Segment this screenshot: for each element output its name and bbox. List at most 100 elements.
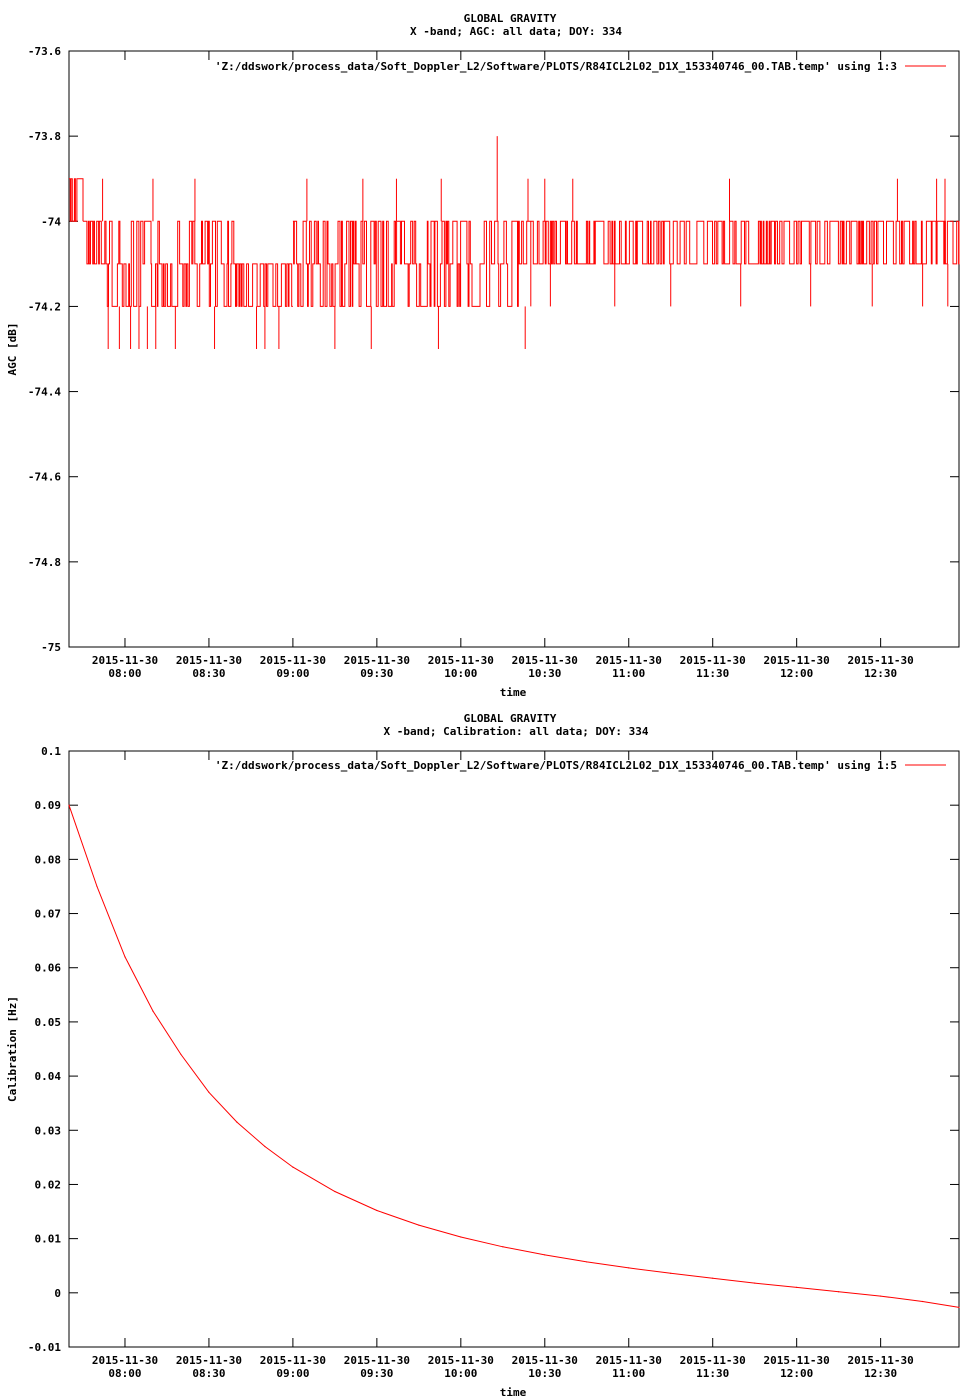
data-point <box>292 1166 294 1168</box>
x-tick-label-date: 2015-11-30 <box>260 1354 326 1367</box>
y-tick-label: 0.01 <box>35 1233 62 1246</box>
data-point <box>376 1209 378 1212</box>
data-point <box>418 1224 420 1226</box>
data-point <box>208 1091 210 1093</box>
x-tick-label-date: 2015-11-30 <box>176 654 242 667</box>
x-tick-label-date: 2015-11-30 <box>344 654 410 667</box>
data-point <box>152 1010 154 1012</box>
x-tick-label-date: 2015-11-30 <box>176 1354 242 1367</box>
x-tick-label-date: 2015-11-30 <box>512 1354 578 1367</box>
data-point <box>628 1267 630 1269</box>
x-axis-label: time <box>500 686 527 699</box>
y-tick-label: -74.8 <box>28 556 61 569</box>
y-axis-label: Calibration [Hz] <box>6 996 19 1102</box>
data-point <box>96 885 98 888</box>
y-tick-label: -73.6 <box>28 45 61 58</box>
data-point <box>544 1254 546 1256</box>
x-tick-label-time: 10:30 <box>528 667 561 680</box>
data-point <box>838 1291 840 1293</box>
x-axis-label: time <box>500 1386 527 1399</box>
series-1 <box>68 804 960 1309</box>
x-tick-label-date: 2015-11-30 <box>92 654 158 667</box>
x-tick-label-date: 2015-11-30 <box>680 1354 746 1367</box>
y-tick-label: 0.04 <box>35 1070 62 1083</box>
x-tick-label-time: 11:00 <box>612 1367 645 1380</box>
y-tick-label: 0.08 <box>35 853 62 866</box>
y-tick-label: 0.1 <box>41 745 61 758</box>
x-tick-label-date: 2015-11-30 <box>512 654 578 667</box>
data-point <box>334 1190 336 1193</box>
y-tick-label: -0.01 <box>28 1341 61 1354</box>
x-tick-label-time: 08:30 <box>192 1367 225 1380</box>
data-point <box>922 1300 924 1303</box>
chart-subtitle: X -band; AGC: all data; DOY: 334 <box>410 25 622 38</box>
x-tick-label-time: 12:00 <box>780 1367 813 1380</box>
x-tick-label-time: 09:00 <box>276 1367 309 1380</box>
legend-label: 'Z:/ddswork/process_data/Soft_Doppler_L2… <box>215 60 897 73</box>
y-tick-label: 0.09 <box>35 799 62 812</box>
x-tick-label-time: 08:30 <box>192 667 225 680</box>
y-tick-label: 0.06 <box>35 962 62 975</box>
chart-title: GLOBAL GRAVITY <box>464 712 557 725</box>
x-tick-label-time: 09:00 <box>276 667 309 680</box>
data-point <box>712 1277 714 1279</box>
chart-subtitle: X -band; Calibration: all data; DOY: 334 <box>384 725 649 738</box>
data-point <box>124 956 126 958</box>
chart-title: GLOBAL GRAVITY <box>464 12 557 25</box>
data-point <box>586 1261 588 1263</box>
x-tick-label-date: 2015-11-30 <box>848 1354 914 1367</box>
data-point <box>880 1295 882 1297</box>
y-tick-label: 0 <box>54 1287 61 1300</box>
y-tick-label: -75 <box>41 641 61 654</box>
x-tick-label-time: 11:30 <box>696 1367 729 1380</box>
x-tick-label-date: 2015-11-30 <box>92 1354 158 1367</box>
x-tick-label-time: 08:00 <box>108 1367 141 1380</box>
data-point <box>180 1053 182 1056</box>
x-tick-label-time: 10:30 <box>528 1367 561 1380</box>
x-tick-label-time: 09:30 <box>360 1367 393 1380</box>
x-tick-label-date: 2015-11-30 <box>764 1354 830 1367</box>
y-tick-label: 0.07 <box>35 908 62 921</box>
x-tick-label-date: 2015-11-30 <box>260 654 326 667</box>
agc-trace <box>69 178 960 307</box>
plot-border <box>68 50 960 648</box>
calibration-line <box>68 805 960 1308</box>
y-tick-label: -74.4 <box>28 386 61 399</box>
x-tick-label-date: 2015-11-30 <box>344 1354 410 1367</box>
x-tick-label-time: 12:00 <box>780 667 813 680</box>
x-tick-label-date: 2015-11-30 <box>428 654 494 667</box>
data-point <box>754 1282 756 1284</box>
data-point <box>264 1145 266 1148</box>
y-tick-label: -74.2 <box>28 300 61 313</box>
y-axis-label: AGC [dB] <box>6 323 19 376</box>
x-tick-label-date: 2015-11-30 <box>596 654 662 667</box>
y-tick-label: -74.6 <box>28 471 61 484</box>
x-tick-label-date: 2015-11-30 <box>428 1354 494 1367</box>
x-tick-label-time: 09:30 <box>360 667 393 680</box>
x-tick-label-time: 11:30 <box>696 667 729 680</box>
plot-border <box>68 750 960 1348</box>
x-tick-label-date: 2015-11-30 <box>680 654 746 667</box>
data-point <box>670 1272 672 1274</box>
data-point <box>502 1246 504 1248</box>
series-1 <box>69 136 960 349</box>
data-point <box>68 804 70 806</box>
y-tick-label: 0.05 <box>35 1016 62 1029</box>
y-tick-label: -74 <box>41 215 61 228</box>
legend-label: 'Z:/ddswork/process_data/Soft_Doppler_L2… <box>215 759 897 772</box>
x-tick-label-time: 10:00 <box>444 1367 477 1380</box>
y-tick-label: 0.03 <box>35 1124 62 1137</box>
y-tick-label: -73.8 <box>28 130 61 143</box>
x-tick-label-time: 12:30 <box>864 1367 897 1380</box>
data-point <box>796 1286 798 1288</box>
x-tick-label-date: 2015-11-30 <box>848 654 914 667</box>
x-tick-label-time: 12:30 <box>864 667 897 680</box>
data-point <box>236 1121 238 1123</box>
y-tick-label: 0.02 <box>35 1178 62 1191</box>
data-point <box>460 1236 462 1238</box>
x-tick-label-date: 2015-11-30 <box>764 654 830 667</box>
x-tick-label-date: 2015-11-30 <box>596 1354 662 1367</box>
x-tick-label-time: 11:00 <box>612 667 645 680</box>
